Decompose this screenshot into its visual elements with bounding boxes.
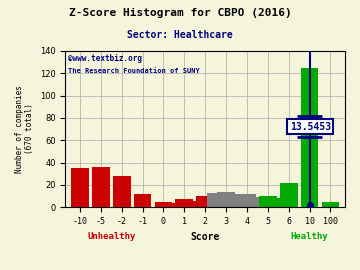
Bar — [238, 194, 256, 207]
Text: Healthy: Healthy — [291, 232, 328, 241]
X-axis label: Score: Score — [190, 231, 220, 241]
Bar — [71, 168, 89, 207]
Y-axis label: Number of companies
(670 total): Number of companies (670 total) — [15, 85, 35, 173]
Bar — [113, 176, 131, 207]
Text: The Research Foundation of SUNY: The Research Foundation of SUNY — [68, 68, 200, 74]
Text: ©www.textbiz.org: ©www.textbiz.org — [68, 54, 142, 63]
Bar — [228, 194, 246, 207]
Bar — [196, 196, 214, 207]
Bar — [269, 198, 287, 207]
Text: Unhealthy: Unhealthy — [87, 232, 135, 241]
Bar — [30, 140, 47, 207]
Bar — [175, 200, 193, 207]
Bar — [92, 167, 110, 207]
Bar — [280, 183, 297, 207]
Bar — [248, 197, 266, 207]
Bar — [217, 192, 235, 207]
Bar — [259, 196, 277, 207]
Bar — [134, 194, 152, 207]
Bar — [207, 193, 225, 207]
Bar — [301, 68, 318, 207]
Bar — [186, 201, 204, 207]
Text: 13.5453: 13.5453 — [290, 122, 331, 132]
Text: Z-Score Histogram for CBPO (2016): Z-Score Histogram for CBPO (2016) — [69, 8, 291, 18]
Bar — [321, 202, 339, 207]
Text: Sector: Healthcare: Sector: Healthcare — [127, 30, 233, 40]
Bar — [154, 202, 172, 207]
Bar — [165, 203, 183, 207]
